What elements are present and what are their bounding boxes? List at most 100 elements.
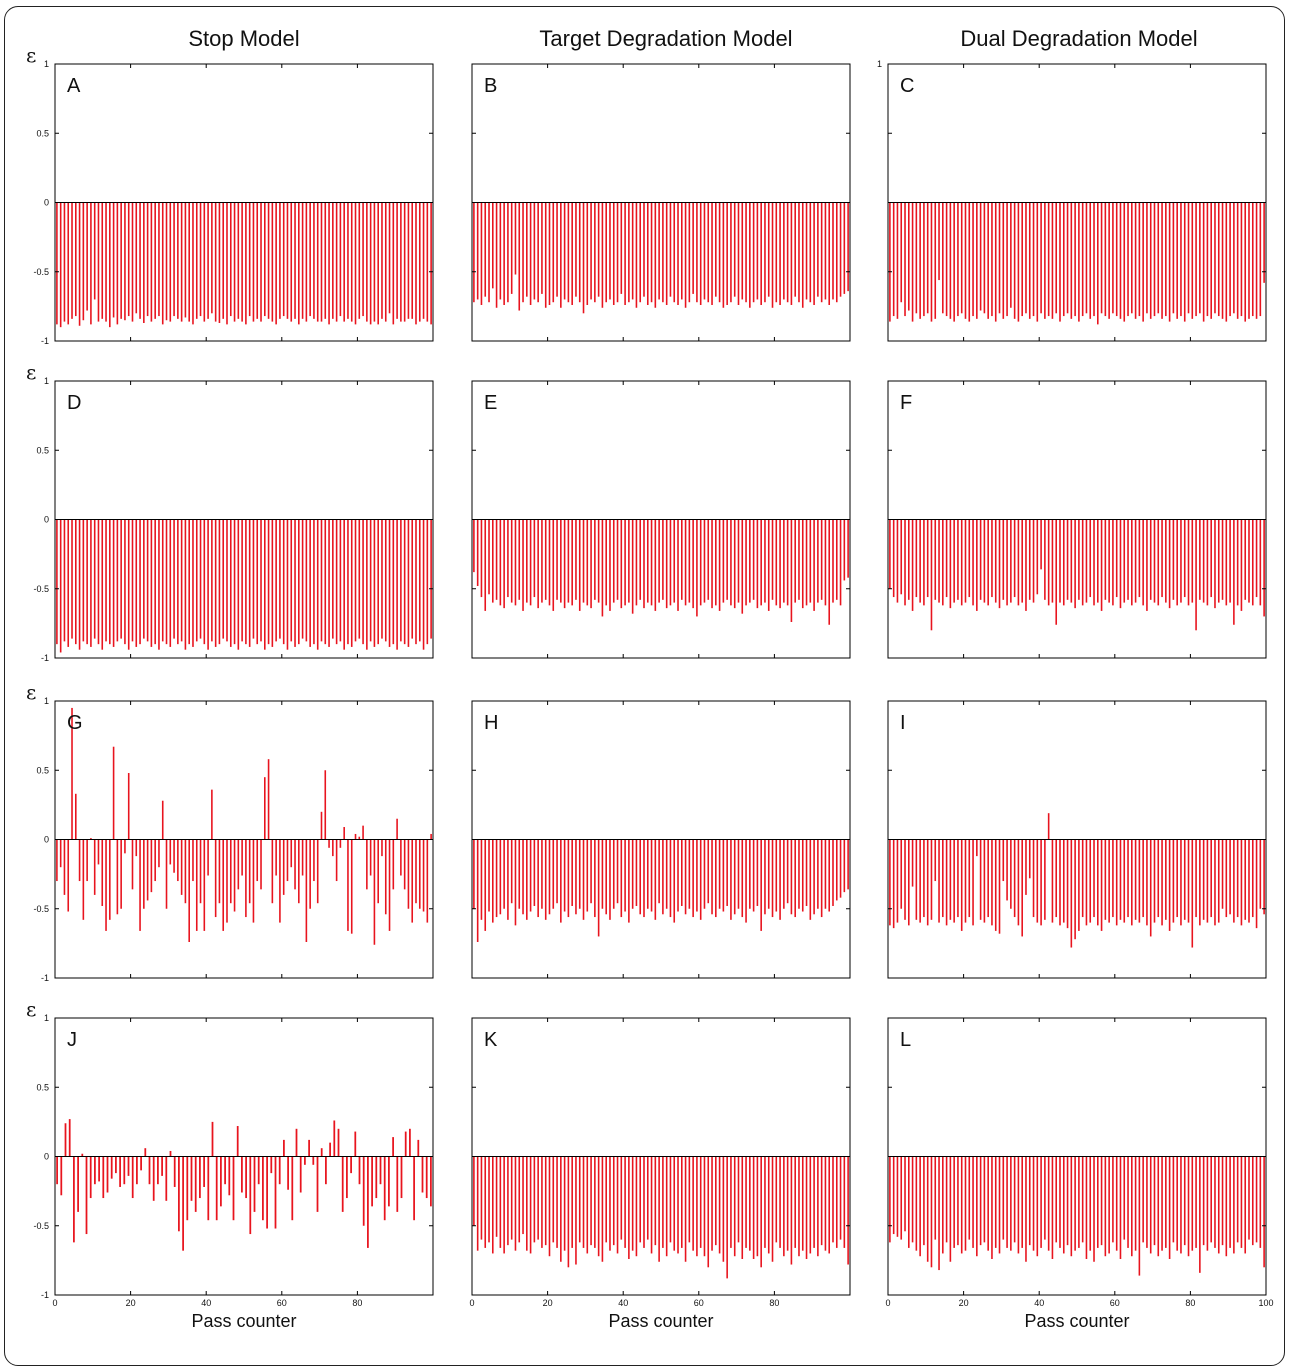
bar-h-50 (658, 839, 660, 904)
bar-g-8 (82, 839, 85, 920)
bar-l-79 (1183, 1156, 1186, 1246)
bar-l-48 (1066, 1156, 1069, 1246)
xtick-label-l-4: 60 (1110, 1298, 1120, 1308)
bar-k-97 (835, 1156, 838, 1248)
bar-d-31 (169, 519, 172, 647)
bar-k-48 (650, 1156, 653, 1254)
bar-e-53 (669, 519, 672, 606)
bar-l-72 (1157, 1156, 1160, 1257)
bar-l-13 (934, 1156, 937, 1240)
bar-a-78 (347, 202, 349, 319)
bar-d-87 (381, 519, 383, 639)
bar-c-88 (1217, 202, 1220, 317)
bar-i-50 (1074, 839, 1076, 940)
bar-a-46 (226, 202, 228, 325)
bar-d-53 (252, 519, 255, 639)
bar-f-37 (1025, 519, 1027, 611)
bar-j-36 (203, 1156, 205, 1187)
bar-e-89 (805, 519, 808, 606)
bar-j-9 (89, 1156, 92, 1199)
bar-e-47 (646, 519, 649, 603)
bar-f-3 (896, 519, 899, 603)
xtick-label-k-1: 0 (469, 1298, 474, 1308)
bar-c-8 (915, 202, 918, 314)
bar-g-81 (358, 836, 361, 840)
bar-c-57 (1100, 202, 1103, 314)
bar-c-6 (908, 202, 910, 311)
bar-k-29 (578, 1156, 581, 1243)
bar-i-5 (904, 839, 906, 920)
bar-j-49 (257, 1156, 260, 1185)
bar-d-22 (135, 519, 138, 647)
bar-e-77 (760, 519, 762, 606)
bar-k-51 (662, 1156, 664, 1248)
bar-k-12 (514, 1156, 517, 1251)
bar-e-20 (544, 519, 547, 600)
bar-f-76 (1172, 519, 1175, 600)
bar-j-43 (232, 1156, 235, 1221)
bar-h-7 (495, 839, 498, 918)
bar-e-40 (620, 519, 623, 609)
bar-c-32 (1006, 202, 1008, 317)
bar-k-53 (669, 1156, 672, 1243)
bar-a-18 (120, 202, 122, 319)
bar-k-34 (597, 1156, 600, 1257)
bar-j-52 (270, 1156, 273, 1174)
bar-g-82 (362, 825, 364, 840)
bar-a-72 (324, 202, 327, 319)
bar-l-22 (968, 1156, 971, 1240)
bar-l-82 (1195, 1156, 1197, 1248)
bar-f-21 (964, 519, 967, 603)
bar-d-88 (384, 519, 387, 642)
bar-e-33 (594, 519, 596, 600)
bar-a-65 (298, 202, 300, 325)
bar-h-100 (847, 839, 849, 890)
bar-d-32 (173, 519, 175, 639)
bar-a-36 (188, 202, 190, 322)
bar-h-10 (507, 839, 509, 920)
bar-a-5 (71, 202, 73, 319)
bar-a-11 (93, 202, 96, 300)
bar-a-100 (430, 202, 432, 325)
bar-d-7 (78, 519, 81, 650)
bar-g-14 (105, 839, 107, 931)
bar-c-71 (1153, 202, 1156, 317)
panel-label-k: K (484, 1029, 498, 1051)
bar-c-56 (1097, 202, 1099, 325)
bar-l-76 (1172, 1156, 1175, 1243)
bar-c-39 (1032, 202, 1035, 317)
bar-k-60 (696, 1156, 698, 1257)
bar-d-92 (400, 519, 402, 642)
bar-g-7 (78, 839, 81, 882)
bar-k-91 (813, 1156, 815, 1248)
bar-h-55 (677, 839, 679, 912)
bar-h-90 (809, 839, 812, 920)
bar-f-16 (945, 519, 948, 598)
bar-g-41 (207, 839, 209, 876)
bar-g-91 (396, 818, 398, 840)
bar-f-11 (926, 519, 929, 598)
xtick-label-k-4: 60 (694, 1298, 704, 1308)
bar-b-90 (809, 202, 812, 303)
bar-k-5 (488, 1156, 490, 1243)
bar-k-67 (722, 1156, 725, 1262)
bar-c-12 (930, 202, 933, 322)
bar-f-23 (972, 519, 974, 606)
bar-j-88 (421, 1156, 424, 1193)
bar-f-68 (1142, 519, 1144, 606)
bar-e-6 (492, 519, 494, 603)
bar-c-51 (1078, 202, 1080, 322)
bar-k-22 (552, 1156, 555, 1243)
bar-b-53 (669, 202, 672, 297)
bar-l-36 (1021, 1156, 1023, 1248)
bar-d-69 (313, 519, 315, 645)
bar-e-49 (654, 519, 657, 611)
bar-c-38 (1028, 202, 1031, 319)
bar-d-73 (328, 519, 330, 647)
bar-h-67 (722, 839, 725, 912)
bar-c-58 (1104, 202, 1107, 317)
bar-i-33 (1010, 839, 1012, 909)
bar-i-82 (1195, 839, 1197, 918)
bar-l-68 (1142, 1156, 1144, 1243)
bar-d-17 (116, 519, 119, 642)
